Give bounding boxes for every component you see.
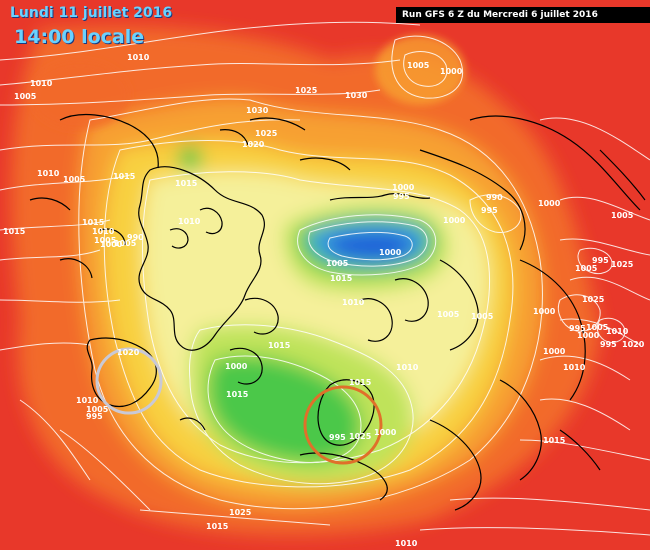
isobar-label: 1010	[127, 53, 150, 62]
isobar-label: 1010	[76, 396, 99, 405]
isobar-label: 1010	[30, 79, 53, 88]
isobar-label: 1015	[175, 179, 198, 188]
isobar-label: 995	[481, 206, 498, 215]
isobar-label: 1010	[178, 217, 201, 226]
isobar-label: 1010	[37, 169, 60, 178]
isobar-label: 1015	[330, 274, 353, 283]
isobar-label: 995	[600, 340, 617, 349]
isobar-label: 995	[592, 256, 609, 265]
isobar-label: 1025	[611, 260, 634, 269]
isobar-label: 1000	[100, 240, 123, 249]
isobar-label: 1005	[94, 236, 117, 245]
isobar-label: 1005	[575, 264, 598, 273]
isobar-label: 1000	[225, 362, 248, 371]
isobar-label: 1000	[533, 307, 556, 316]
isobar-label: 1010	[395, 539, 418, 548]
isobar-label: 995	[86, 412, 103, 421]
isobar-label: 1000	[440, 67, 463, 76]
isobar-label: 1005	[407, 61, 430, 70]
isobar-label: 1025	[349, 432, 372, 441]
isobar-label: 1005	[114, 239, 137, 248]
forecast-time: 14:00 locale	[14, 26, 145, 48]
isobar-label: 1005	[14, 92, 37, 101]
isobar-label: 1015	[82, 218, 105, 227]
isobar-label: 1000	[392, 183, 415, 192]
isobar-label: 1000	[443, 216, 466, 225]
isobar-label: 1020	[117, 348, 140, 357]
isobar-label: 1015	[543, 436, 566, 445]
circle-orange	[303, 385, 383, 465]
isobar-label: 1015	[226, 390, 249, 399]
circle-gray	[95, 347, 163, 415]
isobar-label: 1000	[577, 331, 600, 340]
coastlines	[29, 114, 646, 511]
isobar-label: 995	[329, 433, 346, 442]
isobar-label: 1000	[538, 199, 561, 208]
isobar-label: 1010	[396, 363, 419, 372]
isobar-label-group: 1010 1005 1010 1005 1000 1025 1030 1030 …	[3, 53, 645, 548]
isobar-label: 990	[486, 193, 503, 202]
isobar-label: 1005	[471, 312, 494, 321]
isobar-label: 1005	[586, 323, 609, 332]
isobar-label: 1015	[113, 172, 136, 181]
isobar-label: 1030	[345, 91, 368, 100]
isobar-label: 1020	[622, 340, 645, 349]
isobars	[0, 21, 650, 536]
model-run-banner: Run GFS 6 Z du Mercredi 6 juillet 2016	[396, 7, 650, 23]
isobar-label: 1015	[268, 341, 291, 350]
isobar-label: 1010	[606, 327, 629, 336]
isobar-label: 1020	[242, 140, 265, 149]
isobar-label: 1015	[349, 378, 372, 387]
isobar-label: 1025	[295, 86, 318, 95]
isobar-label: 1005	[86, 405, 109, 414]
isobar-label: 990	[127, 233, 144, 242]
field-very-low-core	[328, 232, 413, 260]
isobar-label: 1005	[63, 175, 86, 184]
isobar-label: 1025	[582, 295, 605, 304]
isobar-label: 1000	[374, 428, 397, 437]
isobar-label: 1000	[379, 248, 402, 257]
isobar-label: 1005	[326, 259, 349, 268]
isobar-label: 1005	[611, 211, 634, 220]
forecast-date: Lundi 11 juillet 2016	[10, 5, 173, 21]
isobar-label: 995	[569, 324, 586, 333]
isobar-label: 1000	[543, 347, 566, 356]
isobar-label: 1010	[92, 227, 115, 236]
isobar-label: 1015	[206, 522, 229, 531]
isobar-label: 1030	[246, 106, 269, 115]
isobar-label: 1025	[255, 129, 278, 138]
isobar-label: 995	[393, 192, 410, 201]
isobar-label: 1015	[3, 227, 26, 236]
isobar-label: 1010	[342, 298, 365, 307]
isobar-label: 1025	[229, 508, 252, 517]
isobar-label: 1005	[437, 310, 460, 319]
isobar-label: 1010	[563, 363, 586, 372]
